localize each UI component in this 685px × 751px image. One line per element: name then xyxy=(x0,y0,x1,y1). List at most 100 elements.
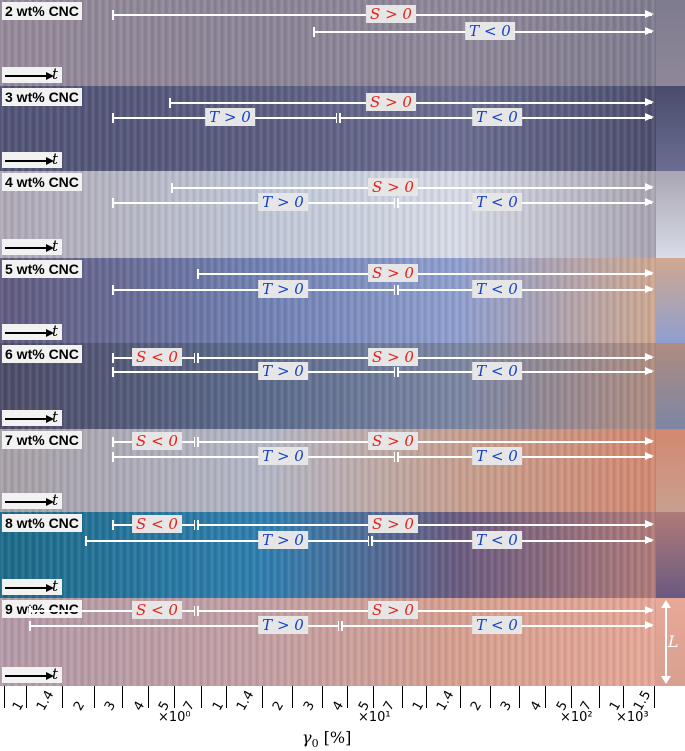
arrow-end-tick xyxy=(367,536,369,546)
time-arrow-head xyxy=(46,672,54,680)
concentration-label: 4 wt% CNC xyxy=(2,173,82,191)
x-tick-mark xyxy=(148,686,149,708)
x-multiplier-label: ×10³ xyxy=(616,710,649,725)
order-parameter-t-label: T < 0 xyxy=(465,22,515,40)
regime-arrow xyxy=(29,606,195,616)
time-arrow-box: t xyxy=(2,322,62,340)
arrow-end-tick xyxy=(193,353,195,363)
order-parameter-t-label: T > 0 xyxy=(258,531,308,549)
panel-edge-strip xyxy=(656,0,685,86)
order-parameter-t-label: T > 0 xyxy=(205,108,255,126)
x-tick-mark xyxy=(426,686,427,708)
time-arrow-head xyxy=(46,498,54,506)
regime-arrow xyxy=(397,198,654,208)
x-tick-mark xyxy=(292,686,293,708)
arrow-start-tick xyxy=(397,285,399,295)
x-tick-label: 4 xyxy=(131,698,149,714)
regime-arrow xyxy=(197,606,654,616)
x-tick-label: 3 xyxy=(102,698,120,714)
arrow-head xyxy=(645,269,654,277)
kymograph-panel: 9 wt% CNC t S < 0 S > 0 T > 0 T < 0 xyxy=(0,598,656,686)
arrow-start-tick xyxy=(197,606,199,616)
time-label: t xyxy=(52,491,59,509)
arrow-end-tick xyxy=(193,437,195,447)
concentration-label: 3 wt% CNC xyxy=(2,88,82,106)
length-scale-head xyxy=(661,600,671,608)
length-scale-head xyxy=(661,676,671,684)
time-arrow-box: t xyxy=(2,150,62,168)
arrow-head xyxy=(645,437,654,445)
arrow-end-tick xyxy=(393,367,395,377)
time-arrow-box: t xyxy=(2,237,62,255)
arrow-start-tick xyxy=(397,198,399,208)
arrow-start-tick xyxy=(112,520,114,530)
x-tick-label: 1 xyxy=(210,698,228,714)
time-label: t xyxy=(52,408,59,426)
x-tick-mark xyxy=(262,686,263,708)
regime-arrow xyxy=(197,520,654,530)
length-scale-bar xyxy=(665,604,667,682)
concentration-label: 2 wt% CNC xyxy=(2,2,82,20)
arrow-start-tick xyxy=(197,353,199,363)
regime-arrow xyxy=(112,285,395,295)
arrow-head xyxy=(645,98,654,106)
x-tick-mark xyxy=(373,686,374,708)
order-parameter-s-label: S > 0 xyxy=(368,432,418,450)
time-label: t xyxy=(52,577,59,595)
arrow-start-tick xyxy=(341,621,343,631)
x-multiplier-label: ×10¹ xyxy=(358,710,391,725)
arrow-head xyxy=(645,520,654,528)
arrow-head xyxy=(645,621,654,629)
arrow-head xyxy=(645,10,654,18)
arrow-start-tick xyxy=(29,621,31,631)
time-arrow-box: t xyxy=(2,491,62,509)
time-arrow-box: t xyxy=(2,665,62,683)
time-arrow-head xyxy=(46,415,54,423)
order-parameter-t-label: T > 0 xyxy=(258,616,308,634)
arrow-end-tick xyxy=(393,198,395,208)
x-axis-label: γ0 [%] xyxy=(302,728,352,751)
time-arrow-line xyxy=(5,75,49,77)
x-multiplier-label: ×10⁰ xyxy=(158,710,191,725)
kymograph-panel: 3 wt% CNC t S > 0 T > 0 T < 0 xyxy=(0,86,656,171)
order-parameter-t-label: T > 0 xyxy=(258,280,308,298)
panel-edge-strip xyxy=(656,598,685,686)
x-tick-mark xyxy=(519,686,520,708)
arrow-start-tick xyxy=(112,353,114,363)
concentration-label: 8 wt% CNC xyxy=(2,514,82,532)
arrow-start-tick xyxy=(29,606,31,616)
x-tick-mark xyxy=(460,686,461,708)
x-tick-mark xyxy=(4,686,5,708)
time-arrow-head xyxy=(46,157,54,165)
x-tick-label: 1 xyxy=(410,698,428,714)
arrow-start-tick xyxy=(397,452,399,462)
arrow-head xyxy=(645,183,654,191)
x-tick-mark xyxy=(623,686,624,708)
kymograph-panel: 6 wt% CNC t S < 0 S > 0 T > 0 T < 0 xyxy=(0,343,656,429)
time-arrow-head xyxy=(46,584,54,592)
panel-edge-strip xyxy=(656,171,685,258)
x-tick-mark xyxy=(490,686,491,708)
x-tick-label: 1.4 xyxy=(34,688,58,714)
time-arrow-head xyxy=(46,72,54,80)
order-parameter-s-label: S > 0 xyxy=(368,601,418,619)
time-arrow-line xyxy=(5,247,49,249)
x-tick-mark xyxy=(402,686,403,708)
regime-arrow xyxy=(112,367,395,377)
kymograph-panel: 4 wt% CNC t S > 0 T > 0 T < 0 xyxy=(0,171,656,258)
order-parameter-t-label: T > 0 xyxy=(258,193,308,211)
x-tick-mark xyxy=(599,686,600,708)
order-parameter-s-label: S > 0 xyxy=(366,5,416,23)
kymograph-panel: 8 wt% CNC t S < 0 S > 0 T > 0 T < 0 xyxy=(0,512,656,598)
x-tick-label: 1 xyxy=(10,698,28,714)
arrow-head xyxy=(645,285,654,293)
panel-edge-strip xyxy=(656,86,685,171)
arrow-end-tick xyxy=(393,285,395,295)
arrow-end-tick xyxy=(193,520,195,530)
x-tick-label: 2 xyxy=(468,698,486,714)
time-label: t xyxy=(52,237,59,255)
arrow-start-tick xyxy=(339,113,341,123)
arrow-end-tick xyxy=(337,621,339,631)
arrow-start-tick xyxy=(197,520,199,530)
